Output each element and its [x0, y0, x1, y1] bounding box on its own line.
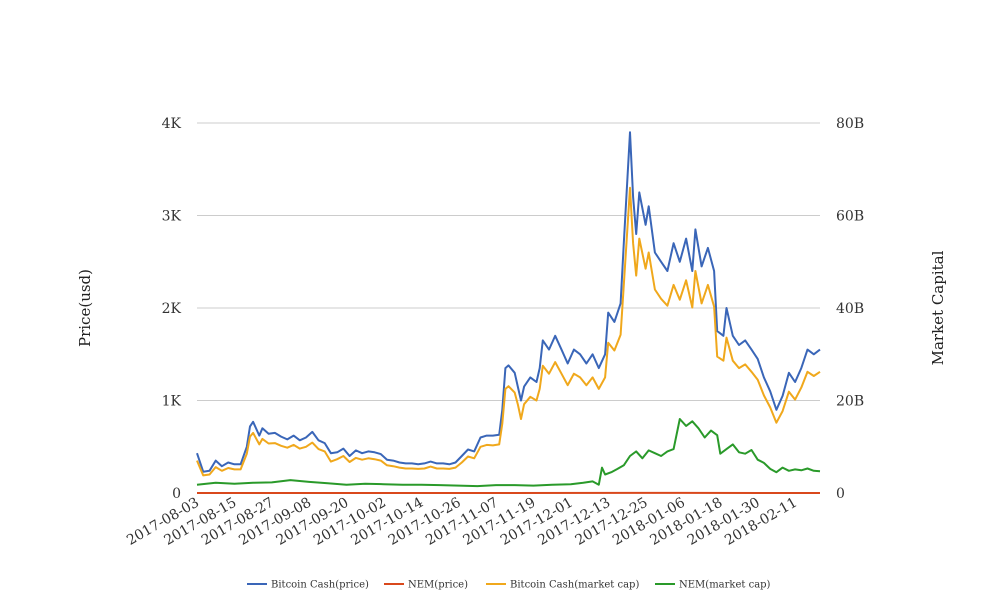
series-line-3 [196, 418, 821, 488]
right-tick-label: 0 [836, 486, 845, 502]
right-tick-label: 80B [836, 116, 864, 132]
left-tick-label: 3K [162, 209, 182, 225]
left-tick-label: 0 [172, 486, 181, 502]
left-axis-ticks: 0 1K 2K 3K 4K [162, 116, 182, 502]
series-line-0 [196, 131, 821, 473]
x-axis-ticks: 2017-08-032017-08-152017-08-272017-09-08… [124, 495, 800, 549]
legend-label: NEM(price) [408, 580, 468, 591]
right-tick-label: 20B [836, 394, 864, 410]
left-tick-label: 1K [162, 394, 182, 410]
legend-label: Bitcoin Cash(market cap) [510, 580, 639, 591]
legend-label: NEM(market cap) [679, 580, 771, 591]
left-tick-label: 2K [162, 301, 182, 317]
series-lines [196, 131, 821, 494]
right-axis-title: Market Capital [929, 250, 947, 365]
left-axis-title: Price(usd) [76, 269, 94, 347]
series-line-2 [196, 186, 821, 477]
right-tick-label: 40B [836, 301, 864, 317]
right-tick-label: 60B [836, 209, 864, 225]
left-tick-label: 4K [162, 116, 182, 132]
legend: Bitcoin Cash(price) NEM(price) Bitcoin Cas… [247, 580, 771, 591]
right-axis-ticks: 0 20B 40B 60B 80B [836, 116, 864, 502]
legend-label: Bitcoin Cash(price) [271, 580, 369, 591]
